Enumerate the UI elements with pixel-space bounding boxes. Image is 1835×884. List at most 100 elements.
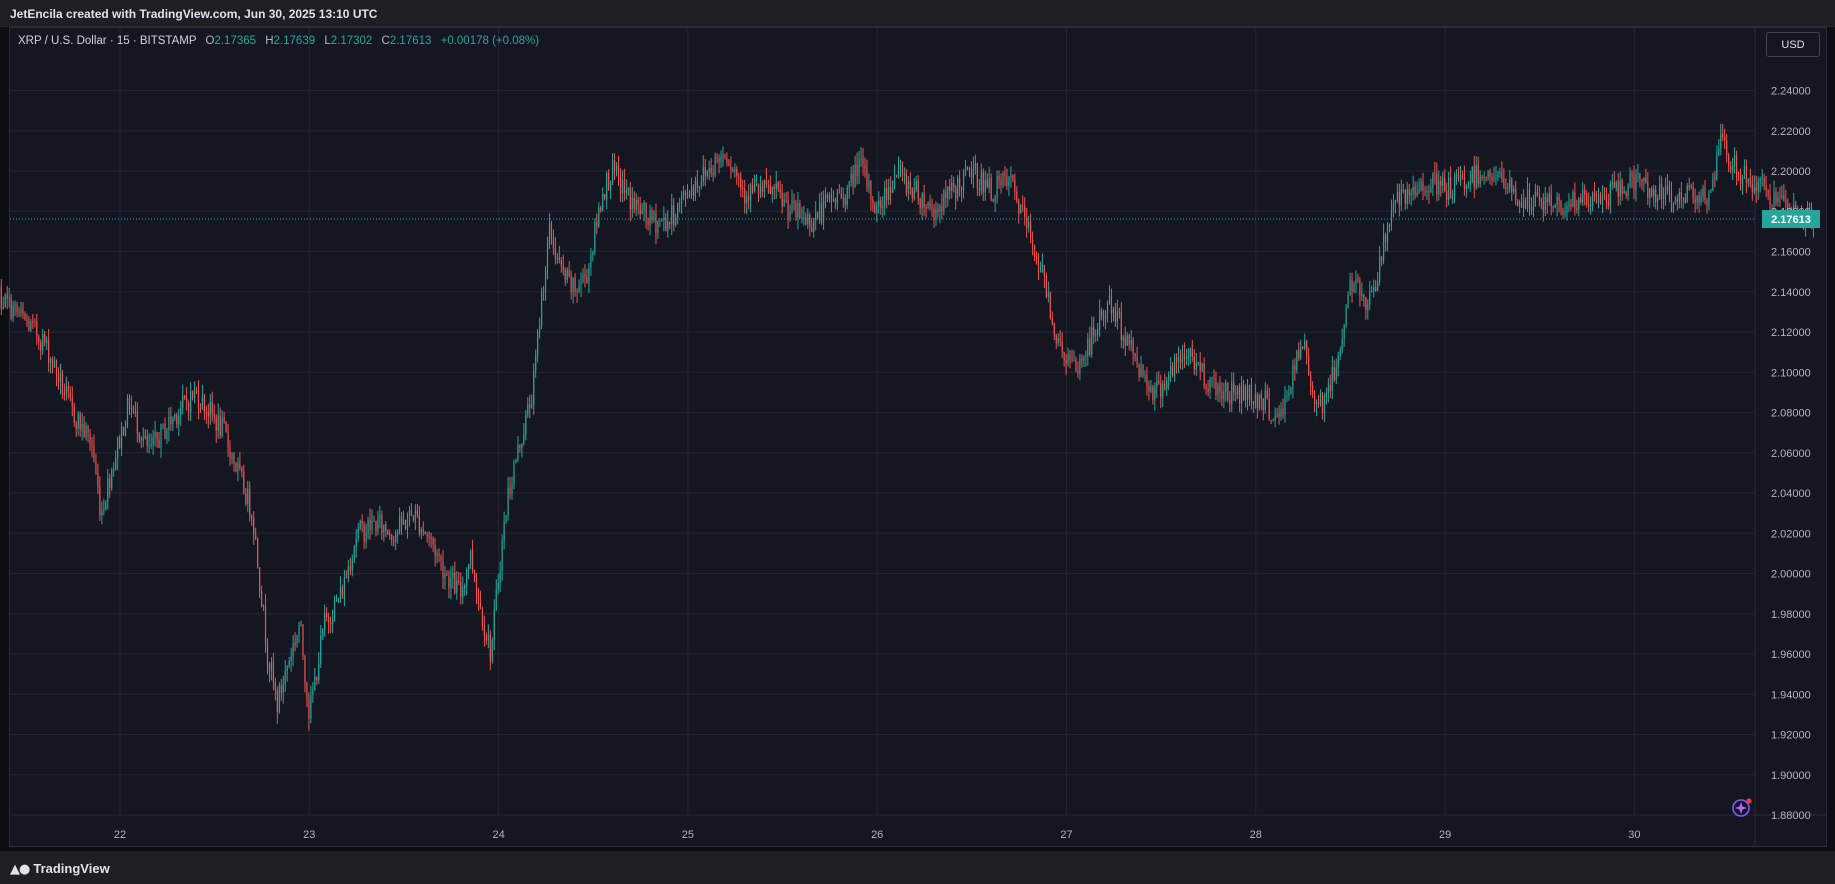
candle-body — [680, 195, 683, 203]
candle-body — [1152, 386, 1154, 401]
candle-body — [1197, 362, 1199, 364]
candle-body — [286, 666, 288, 671]
candle-body — [643, 203, 645, 210]
open-value: 2.17365 — [214, 35, 257, 47]
candle-body — [1120, 312, 1122, 340]
brand-label: TradingView — [33, 861, 110, 876]
candle-body — [1313, 392, 1316, 405]
candle-body — [233, 453, 235, 464]
candle-body — [1737, 177, 1740, 179]
currency-button[interactable]: USD — [1766, 32, 1820, 57]
candle-body — [103, 509, 105, 512]
candle-body — [355, 537, 357, 547]
candle-body — [1560, 200, 1562, 210]
candle-body — [621, 179, 624, 193]
candle-body — [1406, 189, 1408, 204]
candle-body — [101, 511, 103, 516]
candle-body — [1375, 287, 1377, 291]
candle-body — [38, 336, 40, 343]
candle-body — [757, 183, 760, 196]
candle-body — [1637, 173, 1639, 175]
last-price-label: 2.17613 — [1762, 210, 1820, 229]
candle-body — [1239, 386, 1241, 404]
candle-body — [142, 437, 144, 441]
candle-body — [748, 195, 750, 201]
candle-body — [1183, 353, 1186, 359]
candle-body — [570, 275, 572, 292]
candle-body — [665, 217, 667, 232]
candle-body — [1497, 173, 1499, 178]
candle-body — [560, 260, 562, 266]
candle-body — [1069, 353, 1071, 360]
candle-body — [1047, 292, 1049, 297]
candle-body — [990, 178, 992, 200]
candle-body — [12, 305, 14, 319]
candle-body — [730, 166, 732, 170]
candle-body — [322, 630, 324, 636]
candle-body — [1670, 192, 1673, 212]
candle-body — [1686, 185, 1688, 203]
candle-body — [1570, 203, 1572, 207]
candle-body — [663, 217, 665, 220]
candle-body — [408, 510, 411, 521]
candle-body — [744, 188, 746, 204]
candle-body — [728, 163, 730, 167]
candle-body — [418, 515, 420, 534]
candle-body — [32, 321, 34, 323]
candle-body — [1185, 357, 1187, 359]
candle-body — [907, 180, 909, 194]
candle-body — [842, 198, 844, 200]
x-tick-label: 22 — [114, 829, 126, 841]
candle-body — [1177, 358, 1180, 363]
candle-body — [1479, 176, 1481, 184]
y-tick-label: 2.08000 — [1771, 408, 1811, 420]
y-tick-label: 1.92000 — [1771, 730, 1811, 742]
candle-body — [844, 198, 846, 205]
candle-body — [341, 587, 344, 598]
candle-body — [186, 398, 188, 403]
candle-body — [79, 413, 81, 430]
candle-body — [483, 626, 486, 636]
candle-body — [1645, 177, 1647, 183]
candle-body — [1566, 205, 1568, 213]
candle-body — [1576, 208, 1578, 210]
candle-body — [1112, 308, 1115, 314]
candle-body — [391, 535, 393, 540]
candle-body — [485, 635, 487, 641]
candle-body — [548, 223, 551, 244]
candle-body — [972, 168, 975, 179]
tradingview-brand[interactable]: ▲● TradingView — [10, 861, 110, 877]
candle-body — [1379, 256, 1381, 283]
candle-body — [1582, 189, 1584, 203]
candle-body — [1162, 383, 1164, 397]
candle-body — [1217, 384, 1219, 395]
candle-body — [1741, 175, 1744, 184]
candle-body — [521, 443, 523, 449]
candle-body — [154, 432, 156, 436]
candle-body — [600, 207, 602, 211]
candle-body — [1225, 382, 1227, 392]
candle-body — [1361, 294, 1363, 296]
candle-body — [1544, 196, 1546, 211]
candle-body — [1118, 311, 1120, 313]
candle-body — [1467, 185, 1469, 187]
candle-body — [162, 423, 164, 425]
candle-body — [1434, 173, 1436, 175]
candle-body — [1270, 420, 1272, 422]
candle-body — [215, 417, 217, 431]
candle-body — [1511, 179, 1513, 192]
candle-body — [495, 590, 497, 610]
candle-body — [1351, 279, 1353, 291]
candle-body — [850, 173, 852, 182]
candle-body — [122, 427, 125, 436]
sparkle-assistant-icon[interactable] — [1729, 796, 1755, 818]
candle-body — [385, 524, 387, 531]
candle-body — [947, 186, 949, 199]
candle-body — [1726, 140, 1728, 155]
candle-body — [2, 307, 4, 309]
candle-body — [1039, 271, 1042, 273]
high-label: H — [265, 35, 274, 47]
candle-body — [1138, 364, 1140, 378]
candle-body — [1099, 310, 1101, 330]
